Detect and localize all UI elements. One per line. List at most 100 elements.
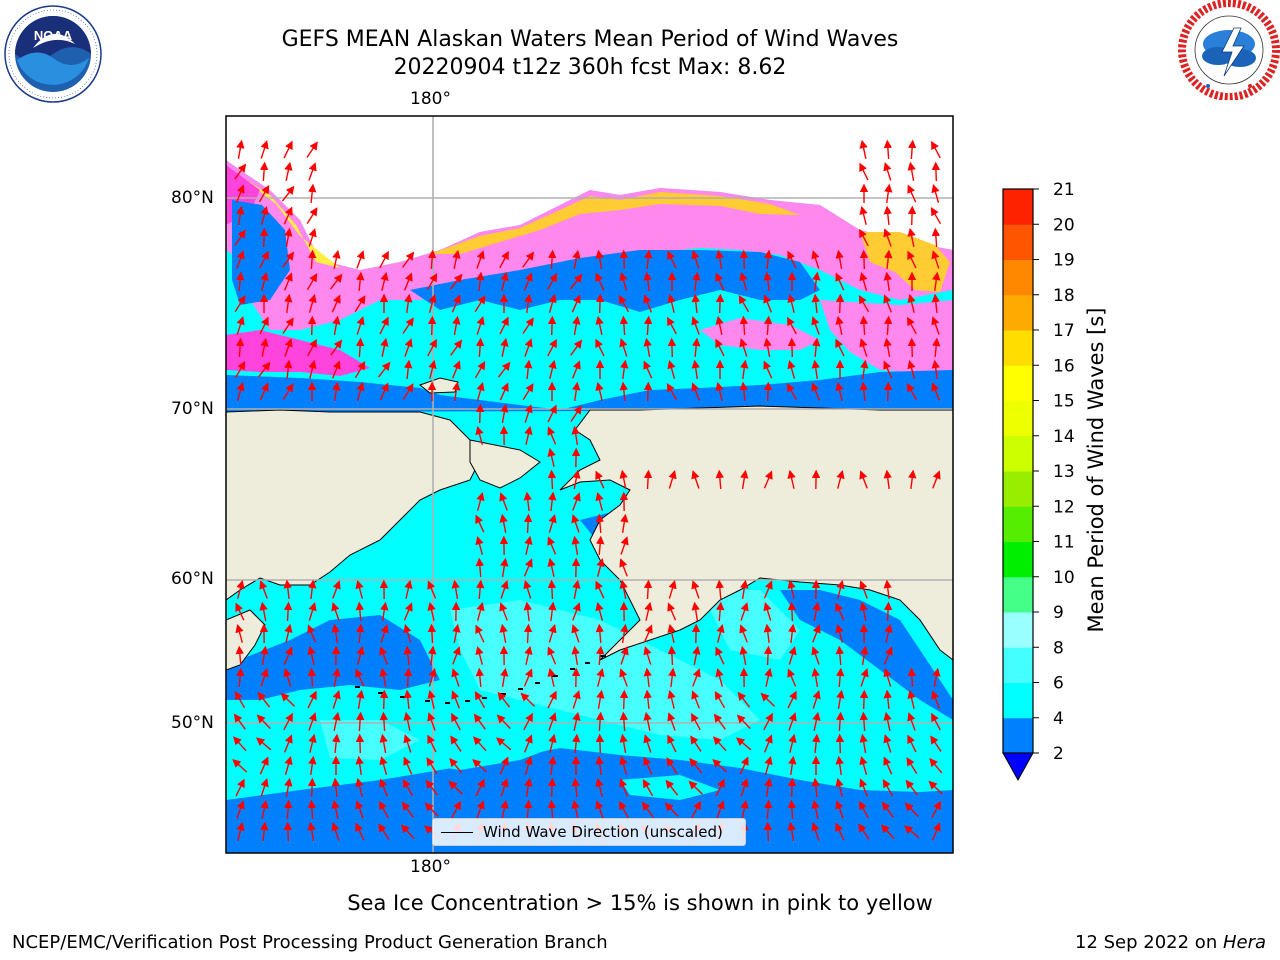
wind-wave-arrow	[284, 338, 293, 357]
colorbar-tick-label: 15	[1053, 392, 1075, 412]
lon-label-bottom: 180°	[410, 857, 451, 877]
wind-wave-arrow	[665, 779, 679, 796]
wind-wave-arrow	[235, 602, 245, 621]
wind-wave-arrow	[788, 733, 797, 753]
wind-wave-arrow	[403, 711, 412, 731]
wind-wave-arrow	[764, 249, 773, 270]
footer-date-text: 12 Sep 2022 on	[1075, 932, 1223, 953]
wind-wave-arrow	[282, 383, 294, 401]
wind-wave-arrow	[883, 205, 892, 226]
wind-wave-arrow	[643, 711, 652, 731]
wind-wave-arrow	[643, 381, 653, 402]
wind-wave-arrow	[835, 822, 845, 841]
wind-wave-arrow	[932, 337, 941, 358]
wind-wave-arrow	[449, 758, 463, 774]
wind-wave-arrow	[404, 579, 413, 599]
wind-wave-arrow	[643, 271, 652, 292]
wind-wave-arrow	[835, 623, 844, 643]
wind-wave-arrow	[499, 513, 508, 533]
wind-wave-arrow	[859, 249, 869, 270]
wind-wave-arrow	[259, 227, 269, 248]
wind-wave-arrow	[715, 601, 725, 622]
wind-wave-arrow	[883, 734, 892, 753]
wind-wave-arrow	[426, 272, 438, 291]
wind-wave-arrow	[234, 229, 246, 246]
wind-wave-arrow	[499, 250, 509, 269]
wind-wave-arrow	[235, 184, 245, 203]
wind-wave-arrow	[692, 668, 701, 687]
wind-wave-arrow	[547, 690, 557, 709]
legend-label: Wind Wave Direction (unscaled)	[483, 823, 723, 841]
wind-wave-arrow	[355, 579, 364, 599]
wind-wave-arrow	[643, 360, 653, 379]
wind-wave-arrow	[740, 602, 749, 621]
sea-ice-pink-beaufort	[820, 300, 953, 372]
wind-wave-arrow	[236, 271, 245, 292]
wind-wave-arrow	[523, 712, 533, 731]
colorbar-swatch	[1003, 224, 1033, 260]
wave-6-8-west	[320, 720, 420, 760]
wind-wave-arrow	[904, 825, 920, 839]
wind-wave-arrow	[332, 249, 341, 269]
wind-wave-arrow	[307, 249, 317, 270]
wind-wave-arrow	[595, 711, 605, 732]
wind-wave-arrow	[235, 645, 245, 666]
wind-wave-arrow	[763, 623, 772, 644]
wind-wave-arrow	[835, 338, 845, 357]
colorbar-swatch	[1003, 471, 1033, 507]
wind-wave-arrow	[284, 359, 293, 380]
wind-wave-arrow	[835, 249, 844, 269]
wind-wave-arrow	[547, 469, 557, 490]
wind-wave-arrow	[691, 293, 700, 314]
wind-wave-arrow	[691, 580, 700, 599]
wind-wave-arrow	[906, 757, 918, 775]
wind-wave-arrow	[496, 714, 511, 729]
wind-wave-arrow	[428, 359, 437, 379]
wave-6-8-gulf	[700, 590, 800, 660]
wind-wave-arrow	[548, 601, 557, 622]
wave-2-4-nw	[232, 200, 290, 305]
wind-wave-arrow	[524, 645, 533, 665]
wind-wave-arrow	[260, 206, 269, 225]
wind-wave-arrow	[667, 734, 677, 753]
wind-wave-arrow	[643, 294, 653, 313]
wind-wave-arrow	[547, 646, 557, 665]
wind-wave-arrow	[860, 359, 869, 380]
wind-wave-arrow	[619, 469, 628, 489]
wind-wave-arrow	[883, 646, 893, 665]
wind-wave-arrow	[763, 381, 773, 402]
wind-wave-arrow	[835, 711, 845, 732]
wind-wave-arrow	[835, 733, 845, 754]
wind-wave-arrow	[859, 470, 868, 489]
wind-wave-arrow	[355, 623, 365, 644]
colorbar-tick-label: 8	[1053, 638, 1064, 658]
wind-wave-arrow	[571, 645, 580, 665]
wind-wave-arrow	[905, 779, 919, 796]
wind-wave-arrow	[331, 294, 341, 313]
wind-wave-arrow	[931, 293, 940, 314]
wind-wave-arrow	[524, 535, 533, 555]
wind-wave-arrow	[330, 339, 343, 356]
wind-wave-arrow	[473, 713, 486, 730]
wind-wave-arrow	[932, 667, 941, 687]
wind-wave-arrow	[403, 689, 412, 710]
wind-wave-arrow	[308, 359, 317, 379]
colorbar-swatch	[1003, 330, 1033, 366]
wind-wave-arrow	[236, 382, 245, 401]
wind-wave-arrow	[547, 536, 557, 555]
wind-wave-arrow	[715, 646, 725, 665]
wind-wave-arrow	[643, 315, 653, 336]
wind-wave-arrow	[283, 646, 293, 665]
wind-wave-arrow	[595, 491, 604, 511]
wind-wave-arrow	[401, 801, 414, 818]
wind-wave-arrow	[379, 250, 389, 269]
wind-wave-arrow	[931, 316, 940, 335]
wind-wave-arrow	[788, 755, 797, 776]
wind-wave-arrow	[548, 359, 557, 379]
wind-wave-arrow	[786, 382, 798, 401]
wind-wave-arrow	[787, 821, 796, 841]
wind-wave-arrow	[523, 580, 532, 599]
wind-wave-arrow	[737, 691, 751, 708]
wave-2-4-arctic-coast	[226, 370, 953, 412]
sea-ice-pink	[226, 160, 953, 330]
